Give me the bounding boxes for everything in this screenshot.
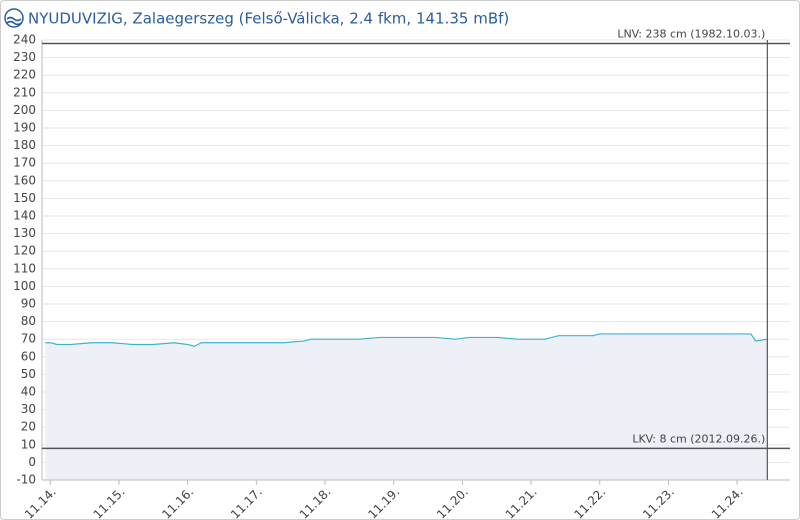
y-tick-label: 30 [21,402,36,416]
y-tick-label: 50 [21,367,36,381]
y-tick-label: 240 [13,33,36,47]
y-tick-label: 60 [21,349,36,363]
y-tick-label: 20 [21,420,36,434]
y-tick-label: 180 [13,138,36,152]
y-tick-label: 130 [13,226,36,240]
y-tick-label: 120 [13,244,36,258]
y-tick-label: 160 [13,173,36,187]
y-tick-label: 70 [21,332,36,346]
reference-label: LKV: 8 cm (2012.09.26.) [632,432,765,445]
y-tick-label: 150 [13,191,36,205]
y-tick-label: 0 [28,455,36,469]
y-tick-label: 230 [13,50,36,64]
y-tick-label: 80 [21,314,36,328]
y-tick-label: 220 [13,68,36,82]
y-tick-label: -10 [16,473,36,487]
area [45,333,768,480]
y-tick-label: 140 [13,209,36,223]
y-tick-label: 90 [21,297,36,311]
y-tick-label: 190 [13,121,36,135]
y-tick-label: 40 [21,385,36,399]
chart-title: NYUDUVIZIG, Zalaegerszeg (Felső-Válicka,… [28,10,509,28]
y-tick-label: 210 [13,85,36,99]
line [45,333,768,347]
logo [4,8,24,28]
y-tick-label: 200 [13,103,36,117]
reference-label: LNV: 238 cm (1982.10.03.) [617,28,765,41]
y-tick-label: 110 [13,261,36,275]
y-tick-label: 100 [13,279,36,293]
y-tick-label: 10 [21,437,36,451]
y-tick-label: 170 [13,156,36,170]
